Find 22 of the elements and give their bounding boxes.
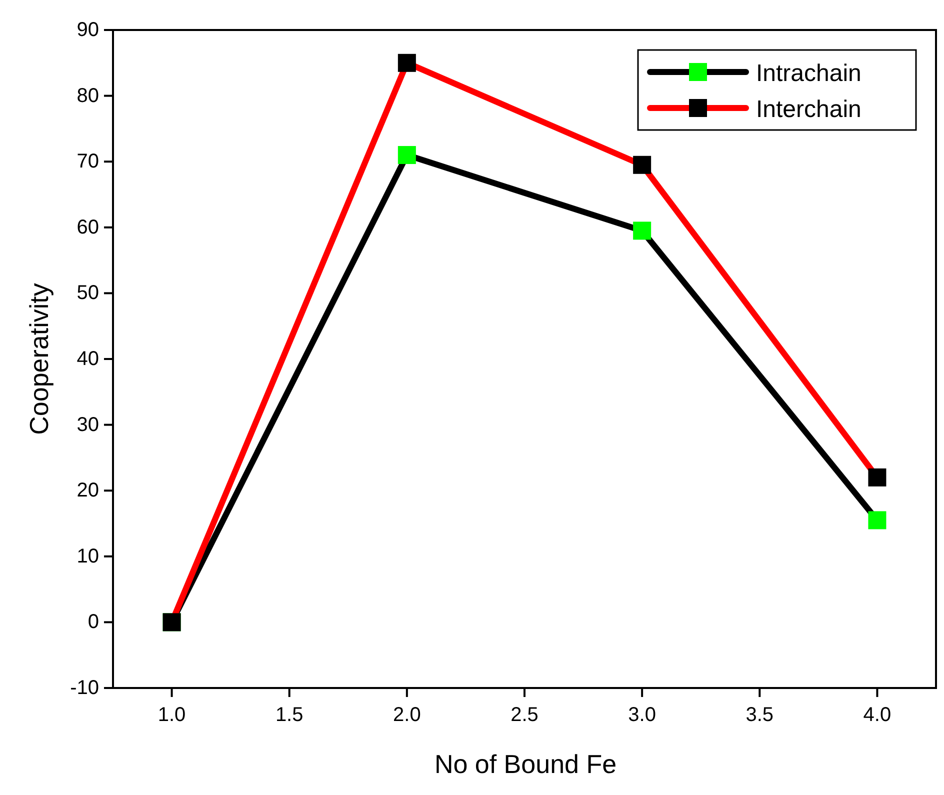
y-tick-label: 20 [76,480,99,502]
y-tick-label: 10 [76,545,99,568]
y-tick-label: 30 [76,414,99,436]
x-tick-label: 1.5 [275,704,304,726]
x-tick-label: 3.5 [746,704,774,726]
legend-label: Intrachain [756,60,862,87]
y-tick-label: -10 [70,677,99,699]
x-tick-label: 2.0 [393,704,421,726]
x-tick-label: 2.5 [510,704,538,726]
y-tick-label: 90 [76,19,99,41]
y-tick-label: 0 [88,611,99,634]
x-tick-label: 4.0 [863,704,892,726]
x-tick-label: 3.0 [628,704,656,726]
x-axis-title: No of Bound Fe [434,749,617,779]
y-tick-label: 70 [76,150,99,173]
y-tick-label: 60 [76,216,99,238]
legend-label: Interchain [756,96,862,123]
x-tick-label: 1.0 [158,704,186,726]
y-tick-label: 80 [76,84,99,107]
y-tick-label: 40 [76,348,99,370]
y-tick-label: 50 [76,282,99,304]
y-axis-title: Cooperativity [24,283,54,435]
